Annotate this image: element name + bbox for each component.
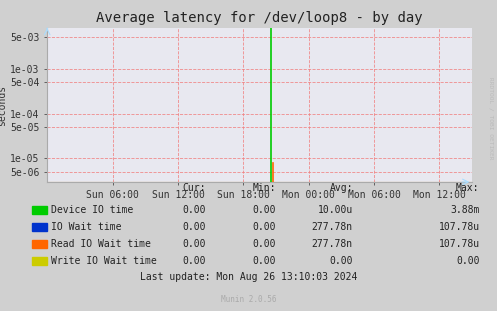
Text: Write IO Wait time: Write IO Wait time <box>51 256 157 266</box>
Text: Cur:: Cur: <box>183 183 206 193</box>
Text: 277.78n: 277.78n <box>312 239 353 249</box>
Text: RRDTOOL / TOBI OETIKER: RRDTOOL / TOBI OETIKER <box>489 77 494 160</box>
Text: 10.00u: 10.00u <box>318 205 353 215</box>
Text: 0.00: 0.00 <box>330 256 353 266</box>
Text: 0.00: 0.00 <box>252 205 276 215</box>
Text: 3.88m: 3.88m <box>450 205 480 215</box>
Text: Device IO time: Device IO time <box>51 205 133 215</box>
Text: 107.78u: 107.78u <box>438 222 480 232</box>
Text: 0.00: 0.00 <box>252 239 276 249</box>
Text: 0.00: 0.00 <box>456 256 480 266</box>
Text: Avg:: Avg: <box>330 183 353 193</box>
Text: 107.78u: 107.78u <box>438 239 480 249</box>
Text: 0.00: 0.00 <box>183 239 206 249</box>
Text: 0.00: 0.00 <box>183 205 206 215</box>
Text: 0.00: 0.00 <box>183 256 206 266</box>
Text: 0.00: 0.00 <box>252 222 276 232</box>
Text: 277.78n: 277.78n <box>312 222 353 232</box>
Text: IO Wait time: IO Wait time <box>51 222 122 232</box>
Title: Average latency for /dev/loop8 - by day: Average latency for /dev/loop8 - by day <box>96 12 423 26</box>
Text: 0.00: 0.00 <box>183 222 206 232</box>
Text: Max:: Max: <box>456 183 480 193</box>
Text: 0.00: 0.00 <box>252 256 276 266</box>
Text: Munin 2.0.56: Munin 2.0.56 <box>221 295 276 304</box>
Text: Min:: Min: <box>252 183 276 193</box>
Y-axis label: seconds: seconds <box>0 84 7 126</box>
Text: Last update: Mon Aug 26 13:10:03 2024: Last update: Mon Aug 26 13:10:03 2024 <box>140 272 357 282</box>
Text: Read IO Wait time: Read IO Wait time <box>51 239 151 249</box>
